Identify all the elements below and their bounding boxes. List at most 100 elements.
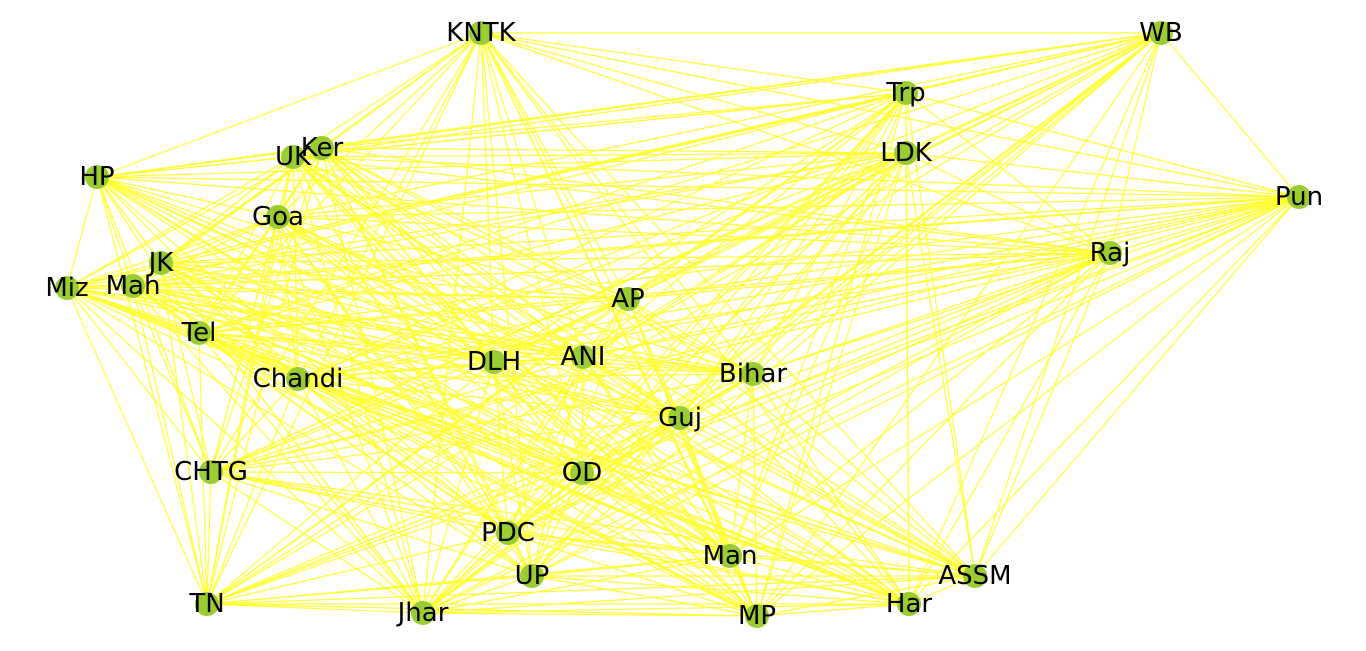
- edge-Tel-DLH: [198, 332, 495, 363]
- edge-HP-MP: [96, 176, 758, 617]
- edge-Jhar-MP: [422, 612, 758, 617]
- edge-Mah-CHTG: [132, 285, 212, 473]
- node-label-TN: TN: [188, 589, 224, 619]
- edge-LDK-Har: [905, 152, 910, 605]
- node-Mah: [121, 274, 145, 298]
- edge-Tel-Guj: [198, 332, 681, 419]
- edge-Trp-UP: [531, 92, 907, 577]
- edge-Miz-TN: [66, 287, 208, 605]
- edge-ANI-Bihar: [582, 356, 754, 375]
- node-MP: [745, 604, 769, 628]
- edge-OD-Man: [581, 472, 731, 557]
- edge-KNTK-Jhar: [422, 32, 482, 614]
- edge-DLH-PDC: [493, 361, 509, 534]
- edge-Ker-ANI: [321, 147, 584, 358]
- edge-Chandi-ASSM: [297, 378, 976, 577]
- edge-Bihar-Har: [752, 373, 910, 605]
- edge-Pun-PDC: [507, 196, 1300, 534]
- edge-KNTK-Trp: [480, 32, 907, 94]
- node-label-Jhar: Jhar: [396, 598, 449, 628]
- node-HP: [85, 165, 109, 189]
- edge-Mah-Guj: [132, 285, 681, 419]
- edge-Ker-AP: [321, 147, 629, 300]
- edge-ANI-MP: [582, 356, 758, 617]
- edge-Bihar-CHTG: [210, 373, 754, 473]
- edge-TN-MP: [206, 603, 758, 617]
- edge-Ker-Bihar: [321, 147, 754, 375]
- edge-Goa-JK: [160, 216, 279, 264]
- node-Ker: [310, 136, 334, 160]
- edge-Tel-Man: [198, 332, 731, 557]
- node-Miz: [55, 276, 79, 300]
- edge-AP-TN: [206, 298, 629, 605]
- edge-WB-Ker: [321, 32, 1162, 149]
- edge-Bihar-TN: [206, 373, 754, 605]
- edge-WB-Raj: [1109, 32, 1162, 254]
- node-label-JK: JK: [147, 248, 175, 278]
- edge-DLH-Bihar: [493, 361, 754, 375]
- edge-KNTK-ANI: [480, 32, 584, 358]
- edge-Chandi-UP: [297, 378, 533, 577]
- edge-Ker-ASSM: [321, 147, 976, 577]
- edge-OD-UP: [531, 472, 583, 577]
- edge-OD-TN: [206, 472, 583, 605]
- node-label-MP: MP: [738, 601, 776, 631]
- node-label-ASSM: ASSM: [938, 561, 1011, 591]
- edge-Pun-MP: [756, 196, 1300, 617]
- edge-Goa-Jhar: [277, 216, 424, 614]
- node-label-Pun: Pun: [1275, 182, 1323, 212]
- edge-KNTK-TN: [206, 32, 482, 605]
- node-WB: [1149, 21, 1173, 45]
- node-label-PDC: PDC: [481, 518, 535, 548]
- node-label-UK: UK: [275, 142, 312, 172]
- edge-UP-TN: [206, 575, 533, 605]
- edge-Mah-ANI: [132, 285, 584, 358]
- edge-WB-UK: [292, 32, 1162, 158]
- edge-Raj-UK: [292, 156, 1111, 254]
- edge-LDK-Tel: [198, 152, 907, 334]
- node-label-Mah: Mah: [106, 271, 161, 301]
- edge-WB-Har: [908, 32, 1162, 605]
- edge-JK-Bihar: [160, 262, 754, 375]
- edge-Mah-ASSM: [132, 285, 976, 577]
- node-Bihar: [741, 362, 765, 386]
- edge-Raj-Guj: [679, 252, 1111, 419]
- edge-AP-Har: [627, 298, 910, 605]
- node-PDC: [496, 521, 520, 545]
- edge-Tel-PDC: [198, 332, 509, 534]
- edge-HP-CHTG: [96, 176, 212, 473]
- node-Chandi: [286, 367, 310, 391]
- node-LDK: [894, 141, 918, 165]
- edge-Raj-Goa: [277, 216, 1111, 254]
- edge-Trp-Chandi: [297, 92, 907, 380]
- edge-Mah-MP: [132, 285, 758, 617]
- edge-UK-ASSM: [292, 156, 976, 577]
- edge-Ker-Miz: [66, 147, 323, 289]
- edge-Mah-AP: [132, 285, 629, 300]
- edge-HP-Man: [96, 176, 731, 557]
- edge-AP-Bihar: [627, 298, 754, 375]
- edge-Chandi-TN: [206, 378, 299, 605]
- node-UK: [281, 145, 305, 169]
- edge-Tel-AP: [198, 298, 629, 334]
- edge-LDK-UK: [292, 152, 907, 158]
- edge-Goa-Guj: [277, 216, 681, 419]
- edge-Pun-UK: [292, 156, 1300, 198]
- edge-Chandi-Har: [297, 378, 910, 605]
- edge-Pun-JK: [160, 196, 1300, 264]
- edge-Chandi-OD: [297, 378, 583, 474]
- node-label-Trp: Trp: [885, 78, 925, 108]
- edge-WB-MP: [756, 32, 1162, 617]
- edge-Guj-TN: [206, 417, 681, 605]
- edge-UP-MP: [531, 575, 758, 617]
- edge-Goa-Miz: [66, 216, 279, 289]
- node-Har: [897, 592, 921, 616]
- edge-Chandi-Man: [297, 378, 731, 557]
- edge-DLH-MP: [493, 361, 758, 617]
- edge-LDK-TN: [206, 152, 907, 605]
- edge-Raj-Ker: [321, 147, 1111, 254]
- edge-Trp-Ker: [321, 92, 907, 149]
- edge-Raj-PDC: [507, 252, 1111, 534]
- node-label-LDK: LDK: [880, 138, 933, 168]
- edge-LDK-CHTG: [210, 152, 907, 473]
